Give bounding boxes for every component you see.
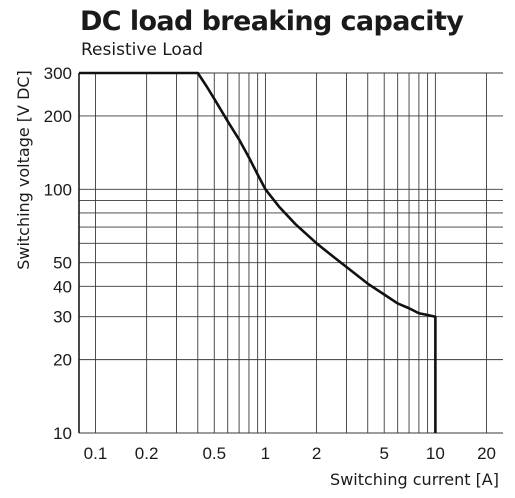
x-tick-label: 10	[426, 444, 445, 463]
x-tick-label: 20	[477, 444, 496, 463]
x-tick-label: 1	[261, 444, 270, 463]
chart-subtitle: Resistive Load	[81, 40, 204, 60]
x-tick-label: 2	[312, 444, 321, 463]
chart-title: DC load breaking capacity	[80, 6, 464, 37]
y-tick-label: 50	[53, 254, 72, 273]
y-tick-label: 200	[44, 107, 72, 126]
breaking-capacity-curve	[79, 71, 437, 433]
y-tick-label: 40	[53, 277, 72, 296]
grid-layer	[78, 72, 503, 434]
tick-layer: 0.1 0.2 0.5 1 2 5 10 20 10 20 30 40 50 100 200 300	[44, 64, 496, 463]
y-tick-label: 100	[44, 180, 72, 199]
x-tick-label: 0.2	[135, 444, 159, 463]
x-tick-label: 0.5	[202, 444, 226, 463]
y-tick-label: 30	[53, 308, 72, 327]
x-axis-label: Switching current [A]	[330, 470, 499, 489]
y-tick-label: 20	[53, 351, 72, 370]
x-tick-label: 0.1	[84, 444, 108, 463]
y-tick-label: 300	[44, 64, 72, 83]
x-tick-label: 5	[379, 444, 388, 463]
y-tick-label: 10	[53, 424, 72, 443]
y-axis-label: Switching voltage [V DC]	[14, 70, 33, 270]
curve-layer	[79, 71, 437, 433]
